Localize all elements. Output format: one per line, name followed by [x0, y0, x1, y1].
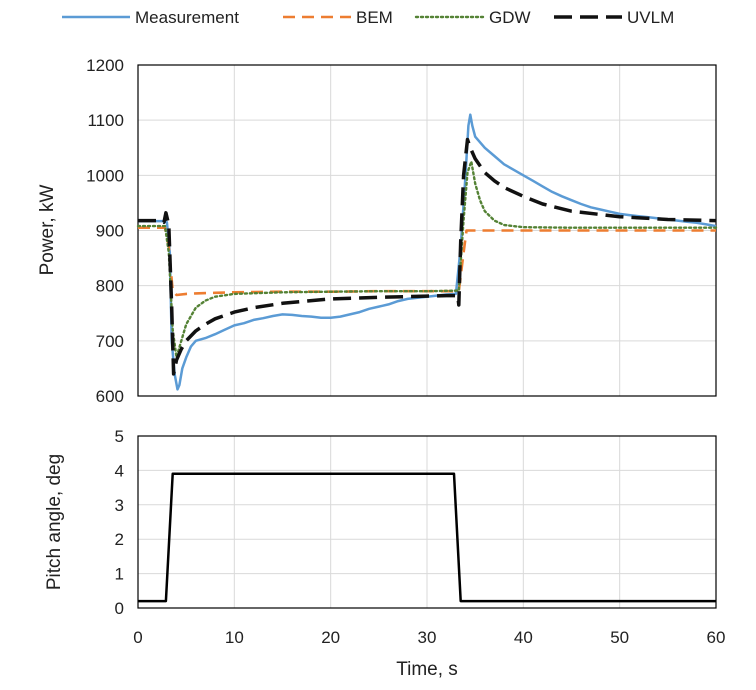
legend: Measurement BEM GDW UVLM: [62, 8, 674, 27]
time-x-tick-label: 10: [225, 628, 244, 647]
power-y-ticks: 600 700 800 900 1000 1100 1200: [86, 56, 124, 406]
power-y-tick-label: 1000: [86, 166, 124, 185]
power-series-uvlm-line: [138, 137, 717, 376]
legend-label-uvlm: UVLM: [627, 8, 674, 27]
pitch-y-tick-label: 1: [115, 565, 124, 584]
time-x-ticks: 0 10 20 30 40 50 60: [133, 628, 725, 647]
power-y-tick-label: 700: [96, 332, 124, 351]
pitch-y-tick-label: 4: [115, 461, 124, 480]
pitch-y-axis-label: Pitch angle, deg: [44, 454, 65, 590]
time-x-tick-label: 30: [418, 628, 437, 647]
pitch-plot: 0 1 2 3 4 5 0 10 20 30 40 50 60 Pitch angle, deg Ti…: [44, 427, 725, 680]
power-series-gdw-line: [136, 160, 718, 359]
pitch-plot-frame: [137, 435, 717, 609]
power-y-axis-label: Power, kW: [37, 185, 58, 276]
power-series: [136, 113, 718, 391]
legend-label-gdw: GDW: [489, 8, 531, 27]
legend-label-measurement: Measurement: [135, 8, 239, 27]
power-y-tick-label: 1200: [86, 56, 124, 75]
time-x-tick-label: 20: [321, 628, 340, 647]
legend-label-bem: BEM: [356, 8, 393, 27]
pitch-y-tick-label: 3: [115, 496, 124, 515]
pitch-series-pitch-line: [138, 472, 716, 603]
time-x-tick-label: 40: [514, 628, 533, 647]
power-grid: [138, 65, 716, 396]
power-y-tick-label: 800: [96, 277, 124, 296]
time-x-tick-label: 60: [707, 628, 726, 647]
time-x-axis-label: Time, s: [396, 659, 458, 680]
pitch-grid: [138, 436, 716, 608]
pitch-y-tick-label: 2: [115, 530, 124, 549]
pitch-y-tick-label: 0: [115, 599, 124, 618]
time-x-tick-label: 50: [610, 628, 629, 647]
time-x-tick-label: 0: [133, 628, 142, 647]
power-plot: 600 700 800 900 1000 1100 1200 Power, kW: [37, 56, 718, 406]
pitch-series: [138, 472, 716, 603]
pitch-y-ticks: 0 1 2 3 4 5: [115, 427, 124, 618]
power-y-tick-label: 900: [96, 222, 124, 241]
power-y-tick-label: 600: [96, 387, 124, 406]
power-y-tick-label: 1100: [87, 111, 124, 130]
pitch-y-tick-label: 5: [115, 427, 124, 446]
